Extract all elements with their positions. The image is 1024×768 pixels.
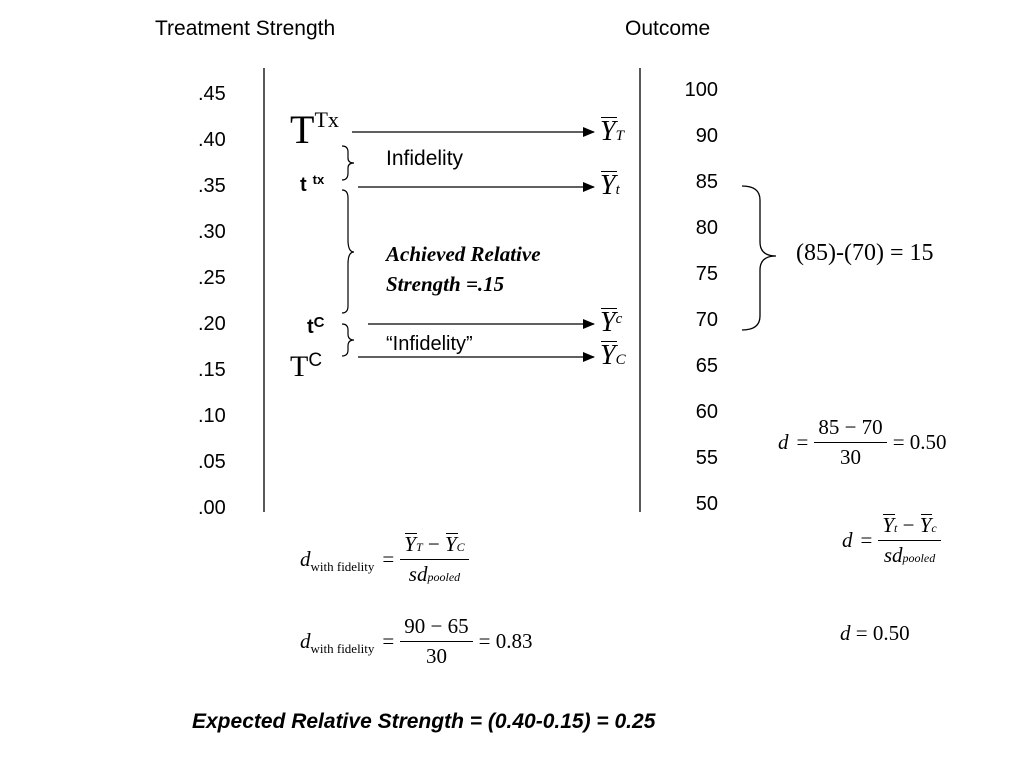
strength-tick: .45 xyxy=(198,83,226,105)
outcome-tick: 80 xyxy=(695,217,718,239)
equation-d-with-fidelity-numeric: d with fidelity = 90 − 65 30 = 0.83 xyxy=(300,614,533,669)
infidelity-quoted-label: “Infidelity” xyxy=(386,333,473,355)
outcome-tick: 75 xyxy=(695,263,718,285)
strength-tick: .10 xyxy=(198,405,226,427)
infidelity-label: Infidelity xyxy=(386,147,464,170)
label-Y-bar-T: YT xyxy=(600,116,624,147)
strength-tick: .20 xyxy=(198,313,226,335)
equation-d-yt-yc: d = Yt − Yc sdpooled xyxy=(842,513,947,568)
label-t-tx: t tx xyxy=(300,172,325,196)
outcome-difference-label: (85)-(70) = 15 xyxy=(796,240,934,266)
brace-achieved-strength xyxy=(341,189,355,314)
label-Y-bar-C: YC xyxy=(600,340,626,371)
brace-infidelity xyxy=(341,145,355,181)
outcome-tick: 70 xyxy=(695,309,718,331)
expected-relative-strength: Expected Relative Strength = (0.40-0.15)… xyxy=(192,710,656,733)
label-T-C: TC xyxy=(290,350,323,383)
outcome-header: Outcome xyxy=(625,17,711,40)
strength-tick: .00 xyxy=(198,497,226,519)
label-Y-bar-c: Yc xyxy=(600,307,623,338)
strength-tick: .05 xyxy=(198,451,226,473)
outcome-tick: 85 xyxy=(695,171,718,193)
outcome-tick: 55 xyxy=(695,447,718,469)
label-t-C: tC xyxy=(307,314,325,338)
treatment-strength-header: Treatment Strength xyxy=(155,17,336,40)
equation-d-right: d = 85 − 70 30 = 0.50 xyxy=(778,415,947,470)
strength-tick: .15 xyxy=(198,359,226,381)
outcome-tick: 100 xyxy=(684,79,718,101)
strength-tick: .40 xyxy=(198,129,226,151)
equation-d-050: d = 0.50 xyxy=(840,621,910,645)
label-Y-bar-t: Yt xyxy=(600,170,620,201)
brace-outcome-difference xyxy=(741,185,777,331)
fraction: Yt − Yc sdpooled xyxy=(878,513,941,568)
strength-tick: .30 xyxy=(198,221,226,243)
outcome-tick: 65 xyxy=(695,355,718,377)
outcome-tick: 90 xyxy=(695,125,718,147)
label-T-Tx: TTx xyxy=(290,107,339,152)
achieved-relative-strength: Achieved Relative Strength =.15 xyxy=(386,242,541,296)
outcome-tick: 50 xyxy=(695,493,718,515)
outcome-tick: 60 xyxy=(695,401,718,423)
fraction: 90 − 65 30 xyxy=(400,614,473,669)
equation-d-with-fidelity: d with fidelity = YT − YC sdpooled xyxy=(300,532,475,587)
brace-infidelity-quoted xyxy=(341,323,355,357)
fraction: YT − YC sdpooled xyxy=(400,532,469,587)
strength-tick: .25 xyxy=(198,267,226,289)
strength-tick: .35 xyxy=(198,175,226,197)
fraction: 85 − 70 30 xyxy=(814,415,887,470)
